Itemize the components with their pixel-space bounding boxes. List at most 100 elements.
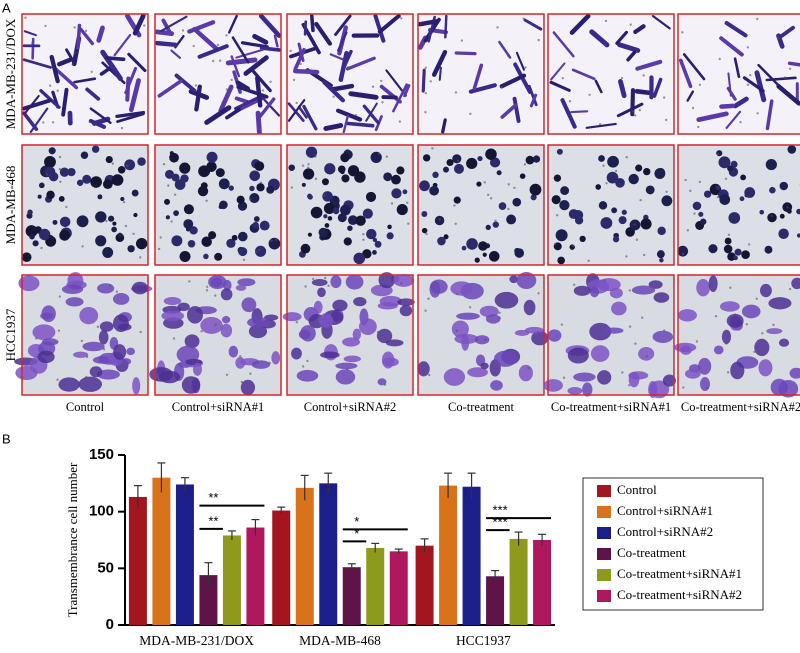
stained-cell (739, 196, 745, 202)
pore (628, 289, 632, 292)
legend-label: Co-treatment (617, 545, 686, 560)
legend-label: Control+siRNA#1 (617, 503, 713, 518)
stained-cell (192, 362, 202, 376)
stained-cell (723, 244, 733, 254)
pore (58, 155, 62, 159)
stained-cell (96, 25, 105, 43)
stained-cell (57, 57, 74, 67)
stained-cell (778, 338, 790, 347)
stained-cell (355, 215, 366, 226)
micrograph-border (21, 13, 149, 135)
stained-cell (719, 36, 744, 57)
stained-cell (38, 228, 51, 241)
pore (321, 327, 325, 330)
pore (240, 380, 244, 384)
stained-cell (417, 361, 430, 377)
stained-cell (90, 176, 102, 188)
micrograph-border (154, 274, 282, 396)
stained-cell (353, 252, 366, 265)
stained-cell (569, 244, 575, 250)
pore (568, 100, 572, 103)
pore (524, 66, 527, 69)
stained-cell (518, 364, 533, 382)
pore (753, 350, 756, 354)
stained-cell (266, 185, 275, 194)
stained-cell (135, 237, 148, 250)
stained-cell (618, 79, 627, 99)
bar (462, 486, 481, 625)
pore (314, 155, 317, 158)
column-label: Control+siRNA#1 (172, 400, 264, 414)
pore (138, 282, 141, 286)
pore (689, 189, 692, 193)
pore (438, 218, 441, 221)
significance-label: * (354, 514, 359, 529)
stained-cell (302, 104, 318, 131)
stained-cell (228, 185, 234, 191)
pore (122, 200, 126, 204)
stained-cell (251, 70, 272, 93)
stained-cell (467, 367, 488, 378)
stained-cell (31, 37, 35, 60)
stained-cell (443, 368, 466, 386)
stained-cell (476, 181, 482, 187)
stained-cell (324, 163, 336, 175)
stained-cell (567, 386, 583, 395)
x-tick-label: HCC1937 (456, 633, 511, 648)
pore (665, 190, 668, 193)
stained-cell (417, 18, 440, 27)
micrograph (417, 13, 545, 135)
stained-cell (421, 68, 426, 93)
legend-swatch (597, 548, 611, 560)
pore (555, 214, 559, 217)
pore (49, 84, 52, 87)
pore (191, 359, 194, 363)
stained-cell (776, 84, 800, 106)
pore (270, 239, 273, 243)
micrograph-border (154, 144, 282, 266)
pore (379, 79, 383, 83)
pore (126, 164, 129, 167)
stained-cell (396, 166, 405, 175)
bar (319, 483, 338, 625)
stained-cell (730, 160, 738, 168)
pore (139, 330, 142, 334)
bar (175, 484, 194, 625)
stained-cell (383, 172, 393, 182)
stained-cell (549, 80, 571, 92)
stained-cell (757, 63, 781, 87)
pore (598, 123, 602, 126)
stained-cell (543, 379, 563, 392)
stained-cell (342, 337, 360, 347)
stained-cell (102, 247, 114, 258)
stained-cell (441, 118, 447, 134)
stained-cell (759, 209, 765, 215)
pore (371, 85, 375, 88)
pore (115, 290, 119, 293)
stained-cell (700, 218, 707, 225)
pore (695, 340, 699, 343)
error-bar (420, 538, 429, 553)
stained-cell (662, 374, 676, 387)
stained-cell (208, 231, 217, 240)
stained-cell (132, 377, 141, 395)
pore (729, 286, 732, 289)
stained-cell (25, 225, 38, 238)
pore (490, 365, 494, 368)
stained-cell (163, 297, 182, 306)
stained-cell (307, 193, 313, 199)
stained-cell (656, 167, 666, 177)
stained-cell (112, 314, 129, 333)
stained-cell (656, 250, 665, 259)
pore (44, 24, 47, 28)
stained-cell (362, 104, 381, 125)
stained-cell (189, 226, 198, 235)
stained-cell (59, 167, 70, 177)
stained-cell (570, 110, 589, 114)
pore (311, 277, 315, 281)
pore (45, 173, 49, 176)
stained-cell (595, 184, 602, 190)
significance-label: ** (208, 513, 218, 528)
pore (706, 386, 709, 390)
stained-cell (192, 26, 219, 52)
